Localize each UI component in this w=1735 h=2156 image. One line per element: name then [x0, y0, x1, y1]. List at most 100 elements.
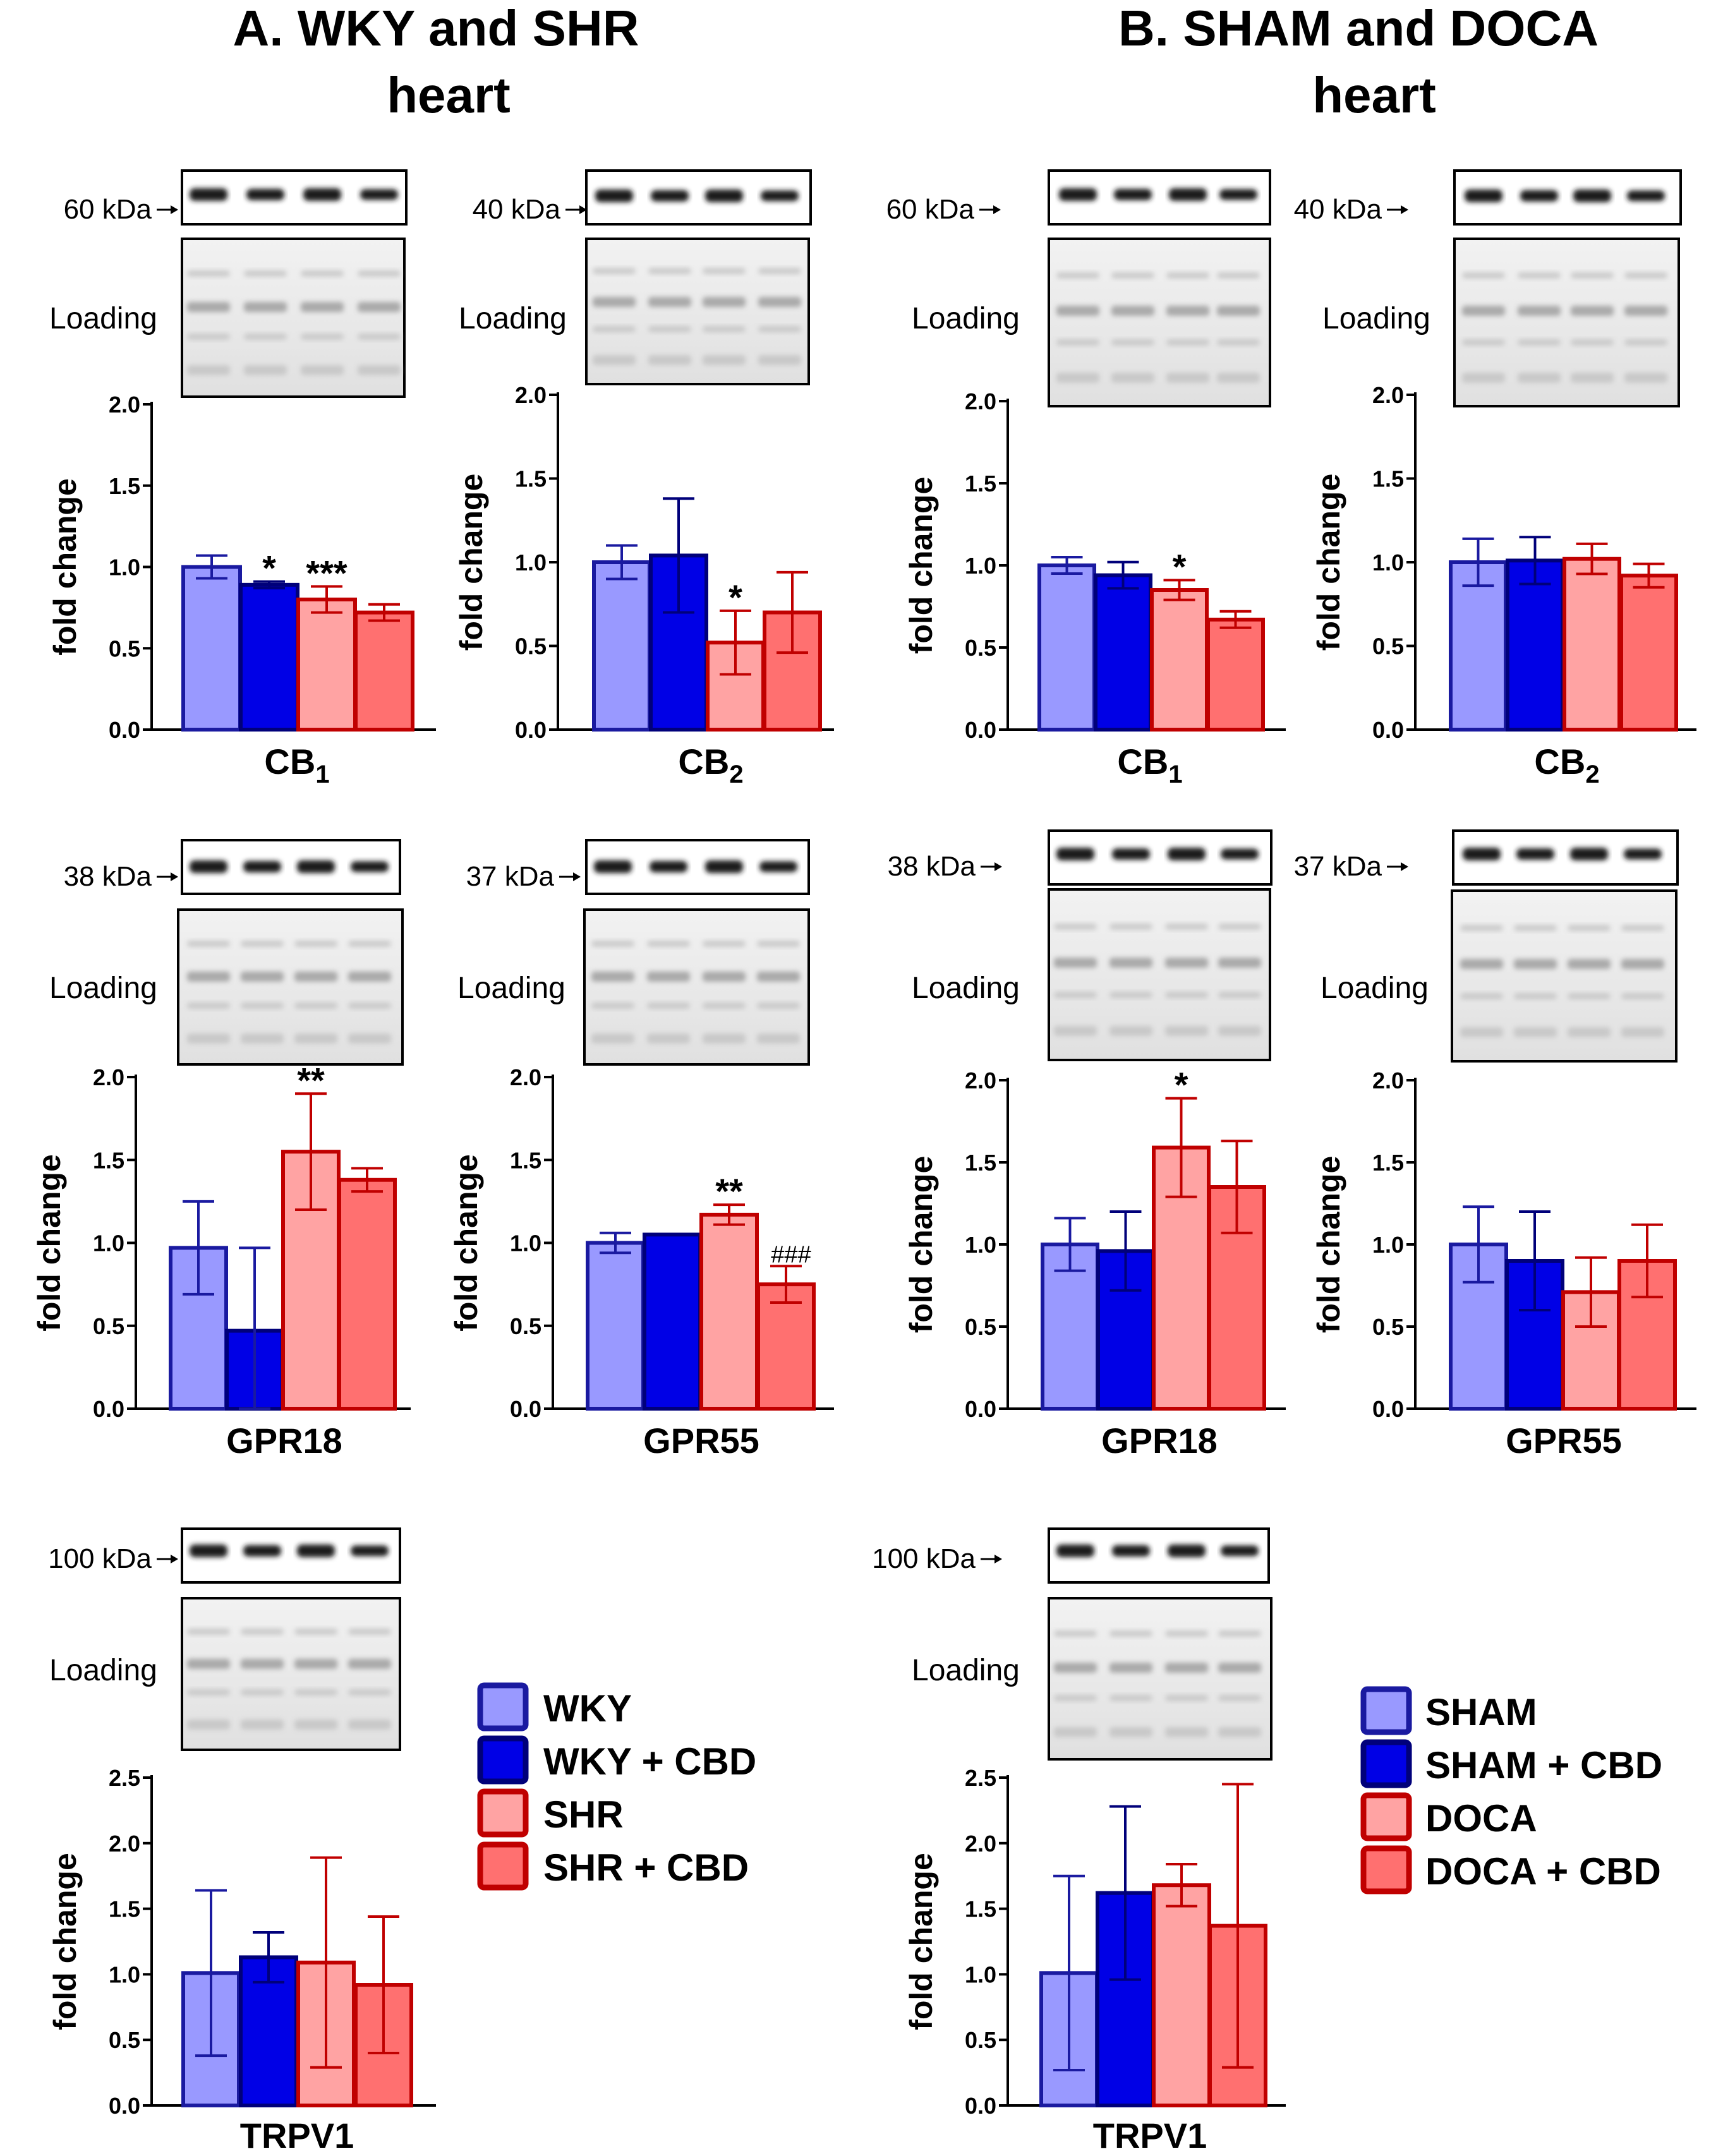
- loading-lane-band: [757, 972, 800, 982]
- y-tick-label: 2.0: [515, 382, 547, 408]
- loading-lane-band: [1218, 1026, 1261, 1036]
- loading-lane-band: [1109, 1663, 1152, 1673]
- loading-lane-band: [1514, 925, 1557, 931]
- x-axis-label: CB1: [264, 742, 329, 788]
- marker-arrowhead: [579, 205, 587, 214]
- x-axis-label: TRPV1: [1093, 2116, 1207, 2155]
- y-tick-label: 2.0: [1372, 1068, 1404, 1093]
- y-tick-label: 2.5: [109, 1765, 140, 1791]
- bar-sham-cbd: [1506, 558, 1564, 732]
- loading-lane-band: [1165, 1630, 1208, 1637]
- loading-lane-band: [757, 1033, 800, 1044]
- loading-lane-band: [1054, 958, 1097, 968]
- loading-lane-band: [348, 1629, 391, 1635]
- molecular-weight-marker: 100 kDa: [872, 1543, 976, 1574]
- loading-lane-band: [187, 1659, 230, 1669]
- y-tick-label: 1.5: [1372, 466, 1404, 492]
- bar-doca: [1563, 557, 1621, 732]
- y-tick-label: 0.0: [965, 717, 996, 743]
- loading-label: Loading: [459, 302, 567, 335]
- x-axis-label: GPR18: [226, 1421, 342, 1460]
- y-axis-label: fold change: [47, 478, 83, 656]
- chart-b-cb2: 40 kDa Loading 0.0 0.5 1.0 1.5 2.0 fold change C…: [1294, 169, 1696, 788]
- loading-lane-band: [757, 941, 800, 947]
- loading-lane-band: [294, 1689, 337, 1695]
- blot-band: [759, 861, 797, 872]
- loading-lane-band: [1514, 959, 1557, 969]
- loading-lane-band: [1056, 306, 1099, 316]
- loading-lane-band: [244, 270, 287, 277]
- bar-sham: [1037, 563, 1096, 732]
- marker-arrowhead: [994, 1555, 1002, 1563]
- blot-band: [705, 190, 743, 202]
- loading-lane-band: [187, 1689, 230, 1695]
- y-tick-label: 1.0: [965, 553, 996, 579]
- loading-lane-band: [1165, 1727, 1208, 1737]
- loading-lane-band: [648, 326, 691, 332]
- loading-lane-band: [1621, 1027, 1664, 1037]
- bar-wky: [181, 565, 242, 732]
- loading-lane-band: [1054, 992, 1097, 998]
- loading-lane-band: [244, 365, 287, 375]
- loading-lane-band: [187, 1719, 230, 1730]
- molecular-weight-marker: 37 kDa: [1294, 851, 1382, 882]
- loading-lane-band: [1054, 1663, 1097, 1673]
- loading-lane-band: [294, 1033, 337, 1044]
- loading-lane-band: [1624, 306, 1667, 316]
- loading-lane-band: [1217, 306, 1260, 316]
- loading-lane-band: [647, 1033, 690, 1044]
- blot-band: [595, 190, 633, 202]
- y-tick-label: 0.0: [1372, 1396, 1404, 1422]
- loading-lane-band: [187, 365, 230, 375]
- molecular-weight-marker: 40 kDa: [1294, 194, 1382, 225]
- loading-lane-band: [294, 941, 337, 947]
- loading-lane-band: [348, 941, 391, 947]
- legend-swatch-wky: [477, 1682, 529, 1731]
- loading-lane-band: [1165, 1695, 1208, 1701]
- loading-lane-band: [757, 1003, 800, 1009]
- y-tick-label: 2.0: [109, 392, 140, 418]
- loading-lane-band: [591, 1033, 634, 1044]
- x-axis-label: GPR18: [1101, 1421, 1218, 1460]
- chart-a-trpv1: 100 kDa Loading 0.0 0.5 1.0 1.5 2.0 2.5 fold cha…: [47, 1527, 436, 2155]
- blot-band: [243, 861, 281, 872]
- y-tick-label: 0.0: [965, 1396, 996, 1422]
- y-tick-label: 0.0: [515, 717, 547, 743]
- loading-lane-band: [187, 302, 230, 312]
- y-tick-label: 0.0: [109, 2093, 140, 2119]
- loading-lane-band: [1460, 1027, 1503, 1037]
- loading-lane-band: [1109, 924, 1152, 930]
- legend-panel-a: WKY WKY + CBD SHR SHR + CBD: [477, 1682, 756, 1891]
- chart-b-gpr55: 37 kDa Loading 0.0 0.5 1.0 1.5 2.0 fold change G…: [1294, 829, 1696, 1460]
- blot-band: [1221, 848, 1259, 860]
- legend-swatch-sham-cbd: [1360, 1739, 1412, 1788]
- legend-label-sham-cbd: SHAM + CBD: [1425, 1744, 1662, 1786]
- x-axis-label: CB2: [678, 742, 743, 788]
- blot-band: [1516, 848, 1554, 860]
- loading-lane-band: [294, 1659, 337, 1669]
- loading-lane-band: [1571, 306, 1614, 316]
- bar-shr-cbd: [354, 610, 414, 732]
- blot-band: [1463, 848, 1501, 860]
- loading-lane-band: [1518, 339, 1561, 346]
- loading-label: Loading: [1321, 972, 1429, 1005]
- loading-lane-band: [703, 326, 746, 332]
- loading-lane-band: [591, 1003, 634, 1009]
- loading-lane-band: [1109, 1026, 1152, 1036]
- loading-lane-band: [1054, 1695, 1097, 1701]
- y-tick-label: 1.5: [109, 473, 140, 499]
- loading-label: Loading: [1322, 302, 1430, 335]
- loading-lane-band: [241, 1003, 284, 1009]
- y-axis-label: fold change: [904, 1853, 939, 2030]
- loading-lane-band: [187, 972, 230, 982]
- loading-lane-band: [1056, 339, 1099, 346]
- molecular-weight-marker: 38 kDa: [64, 861, 152, 892]
- loading-lane-band: [1054, 1630, 1097, 1637]
- panel-b-title-line1: B. SHAM and DOCA: [1118, 0, 1599, 56]
- loading-lane-band: [703, 1003, 746, 1009]
- loading-lane-band: [591, 941, 634, 947]
- y-tick-label: 0.0: [93, 1396, 124, 1422]
- loading-lane-band: [348, 1659, 391, 1669]
- loading-lane-band: [1165, 958, 1208, 968]
- loading-lane-band: [187, 1033, 230, 1044]
